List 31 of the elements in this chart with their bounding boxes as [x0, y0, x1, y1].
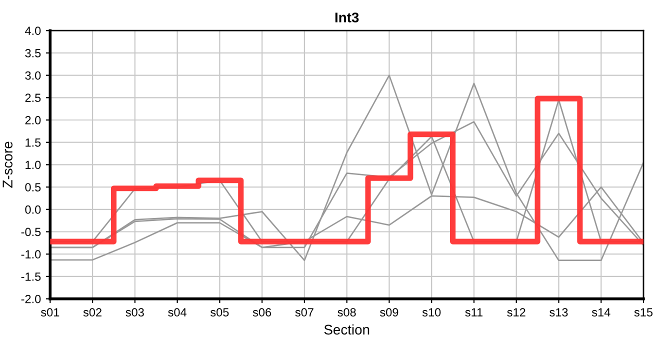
y-tick-label: 0.5	[25, 183, 41, 192]
x-tick-label: s06	[252, 308, 272, 316]
y-tick-label: 3.0	[25, 71, 41, 80]
x-tick-label: s03	[126, 308, 144, 316]
x-tick-label: s05	[210, 308, 229, 316]
y-tick-label: -1.0	[21, 250, 41, 258]
x-tick-label: s09	[380, 308, 398, 316]
y-tick-label: 1.0	[26, 160, 41, 170]
x-tick-label: s15	[634, 308, 653, 316]
y-tick-label: 0.0	[25, 205, 41, 214]
x-tick-label: s13	[550, 308, 568, 316]
chart-title: Int3	[335, 12, 359, 22]
y-tick-label: 2.0	[25, 116, 41, 124]
y-axis-title: Z-score	[2, 142, 12, 188]
y-tick-label: 2.5	[25, 94, 41, 102]
x-tick-label: s01	[40, 308, 60, 316]
x-tick-label: s12	[507, 308, 526, 316]
x-tick-label: s14	[592, 308, 610, 316]
y-tick-label: -1.5	[21, 272, 41, 281]
y-tick-label: -2.0	[21, 294, 41, 304]
x-tick-label: s11	[465, 308, 482, 316]
y-tick-label: 4.0	[24, 26, 41, 35]
x-tick-label: s04	[168, 308, 186, 316]
x-tick-label: s07	[295, 308, 314, 316]
x-axis-title: Section	[324, 324, 370, 335]
y-tick-label: 1.5	[26, 138, 41, 147]
y-tick-label: 3.5	[25, 48, 41, 58]
y-tick-label: -0.5	[21, 228, 41, 236]
x-tick-label: s02	[83, 308, 102, 316]
x-tick-label: s10	[422, 308, 441, 316]
x-tick-label: s08	[338, 308, 356, 316]
